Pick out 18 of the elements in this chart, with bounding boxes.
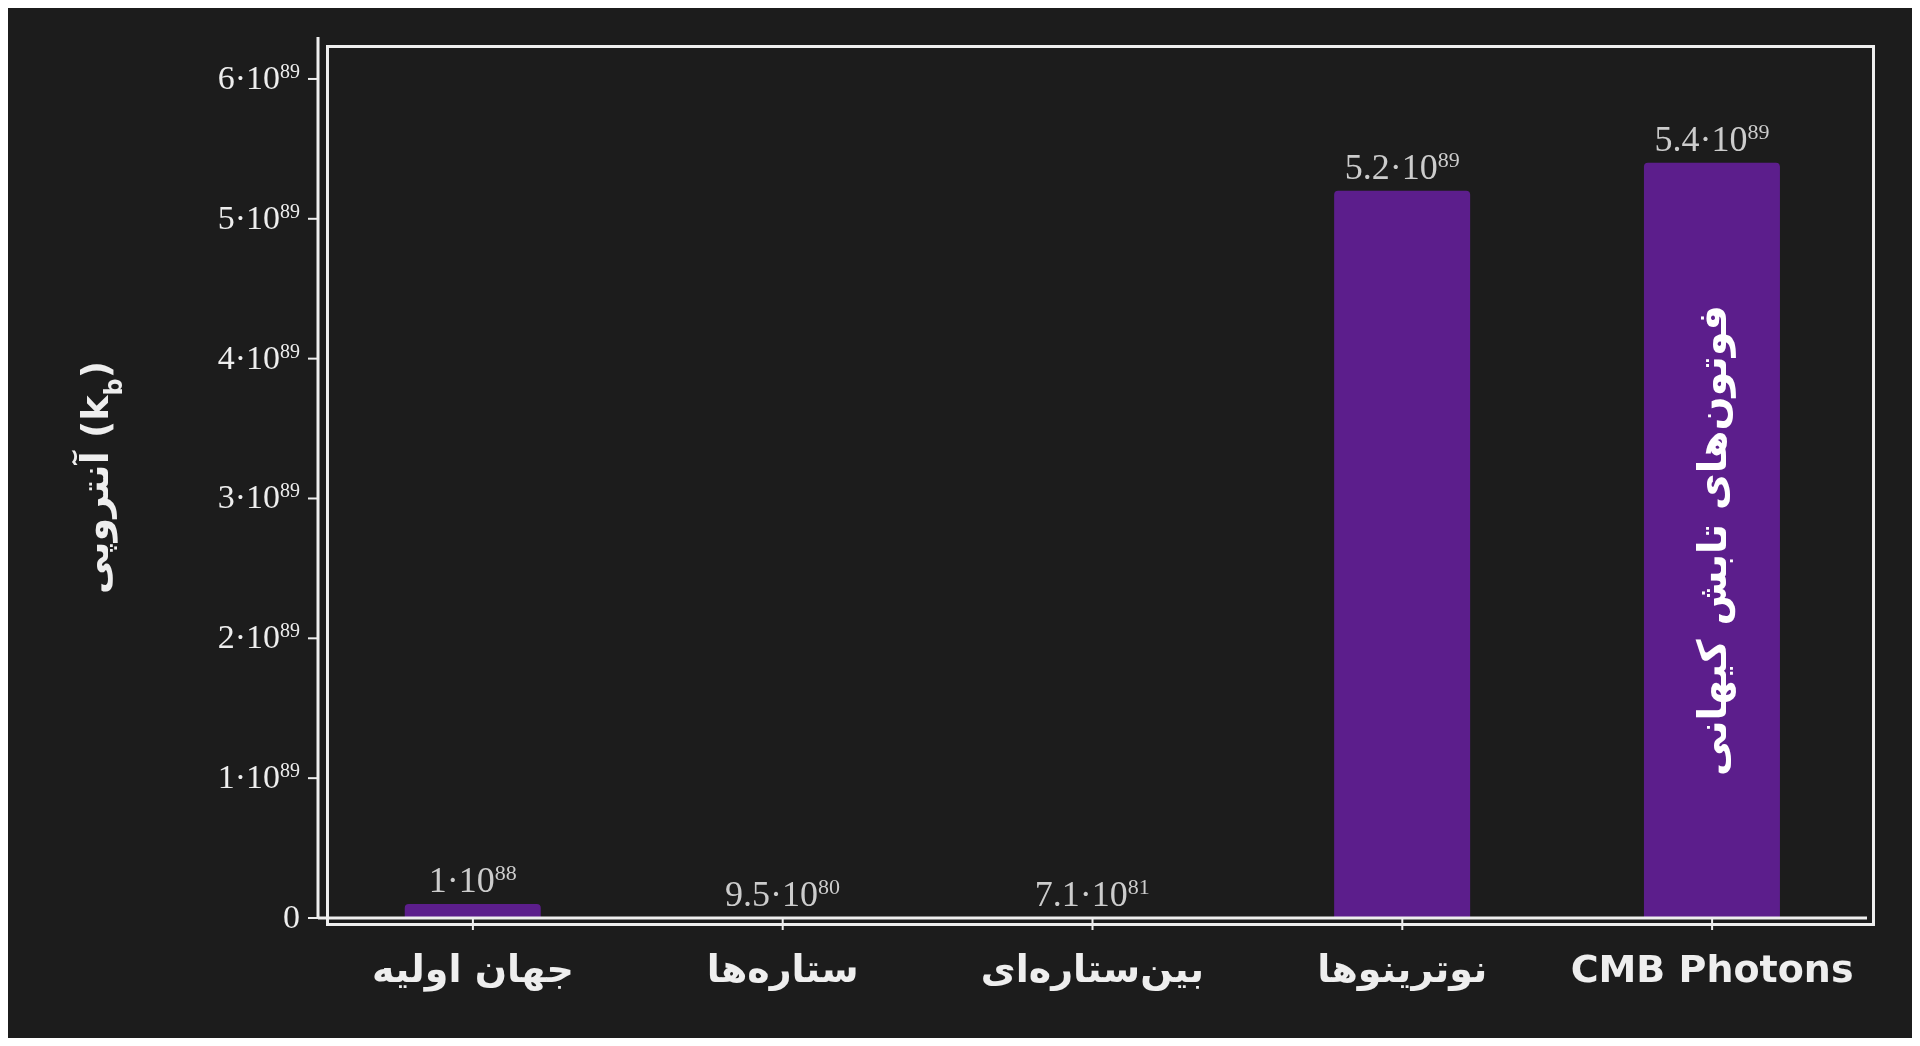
x-tick-label: CMB Photons [1570, 947, 1854, 991]
data-label: 7.1·10$^{81}$ [1034, 873, 1150, 914]
x-tick-label: ستاره‌ها [706, 947, 859, 991]
data-label: 9.5·10$^{80}$ [725, 873, 841, 914]
y-tick-label: 5·10$^{89}$ [217, 198, 300, 236]
x-tick-label: بین‌ستاره‌ای [980, 947, 1205, 991]
data-label: 5.4·10$^{89}$ [1654, 118, 1770, 159]
data-label: 5.2·10$^{89}$ [1344, 146, 1460, 187]
x-tick-label: جهان اولیه [371, 947, 574, 992]
y-tick-label: 6·10$^{89}$ [217, 58, 300, 96]
data-label: 1·10$^{88}$ [428, 859, 517, 901]
annotation: فوتون‌های تابش کیهانی [1689, 304, 1737, 776]
y-tick-label: 1·10$^{89}$ [217, 758, 300, 796]
y-tick-label: 3·10$^{89}$ [217, 478, 300, 516]
y-tick-label: 0 [283, 898, 300, 935]
y-tick-label: 4·10$^{89}$ [217, 338, 300, 376]
y-tick-label: 2·10$^{89}$ [217, 618, 300, 656]
x-tick-label: نوترینوها [1317, 947, 1488, 991]
